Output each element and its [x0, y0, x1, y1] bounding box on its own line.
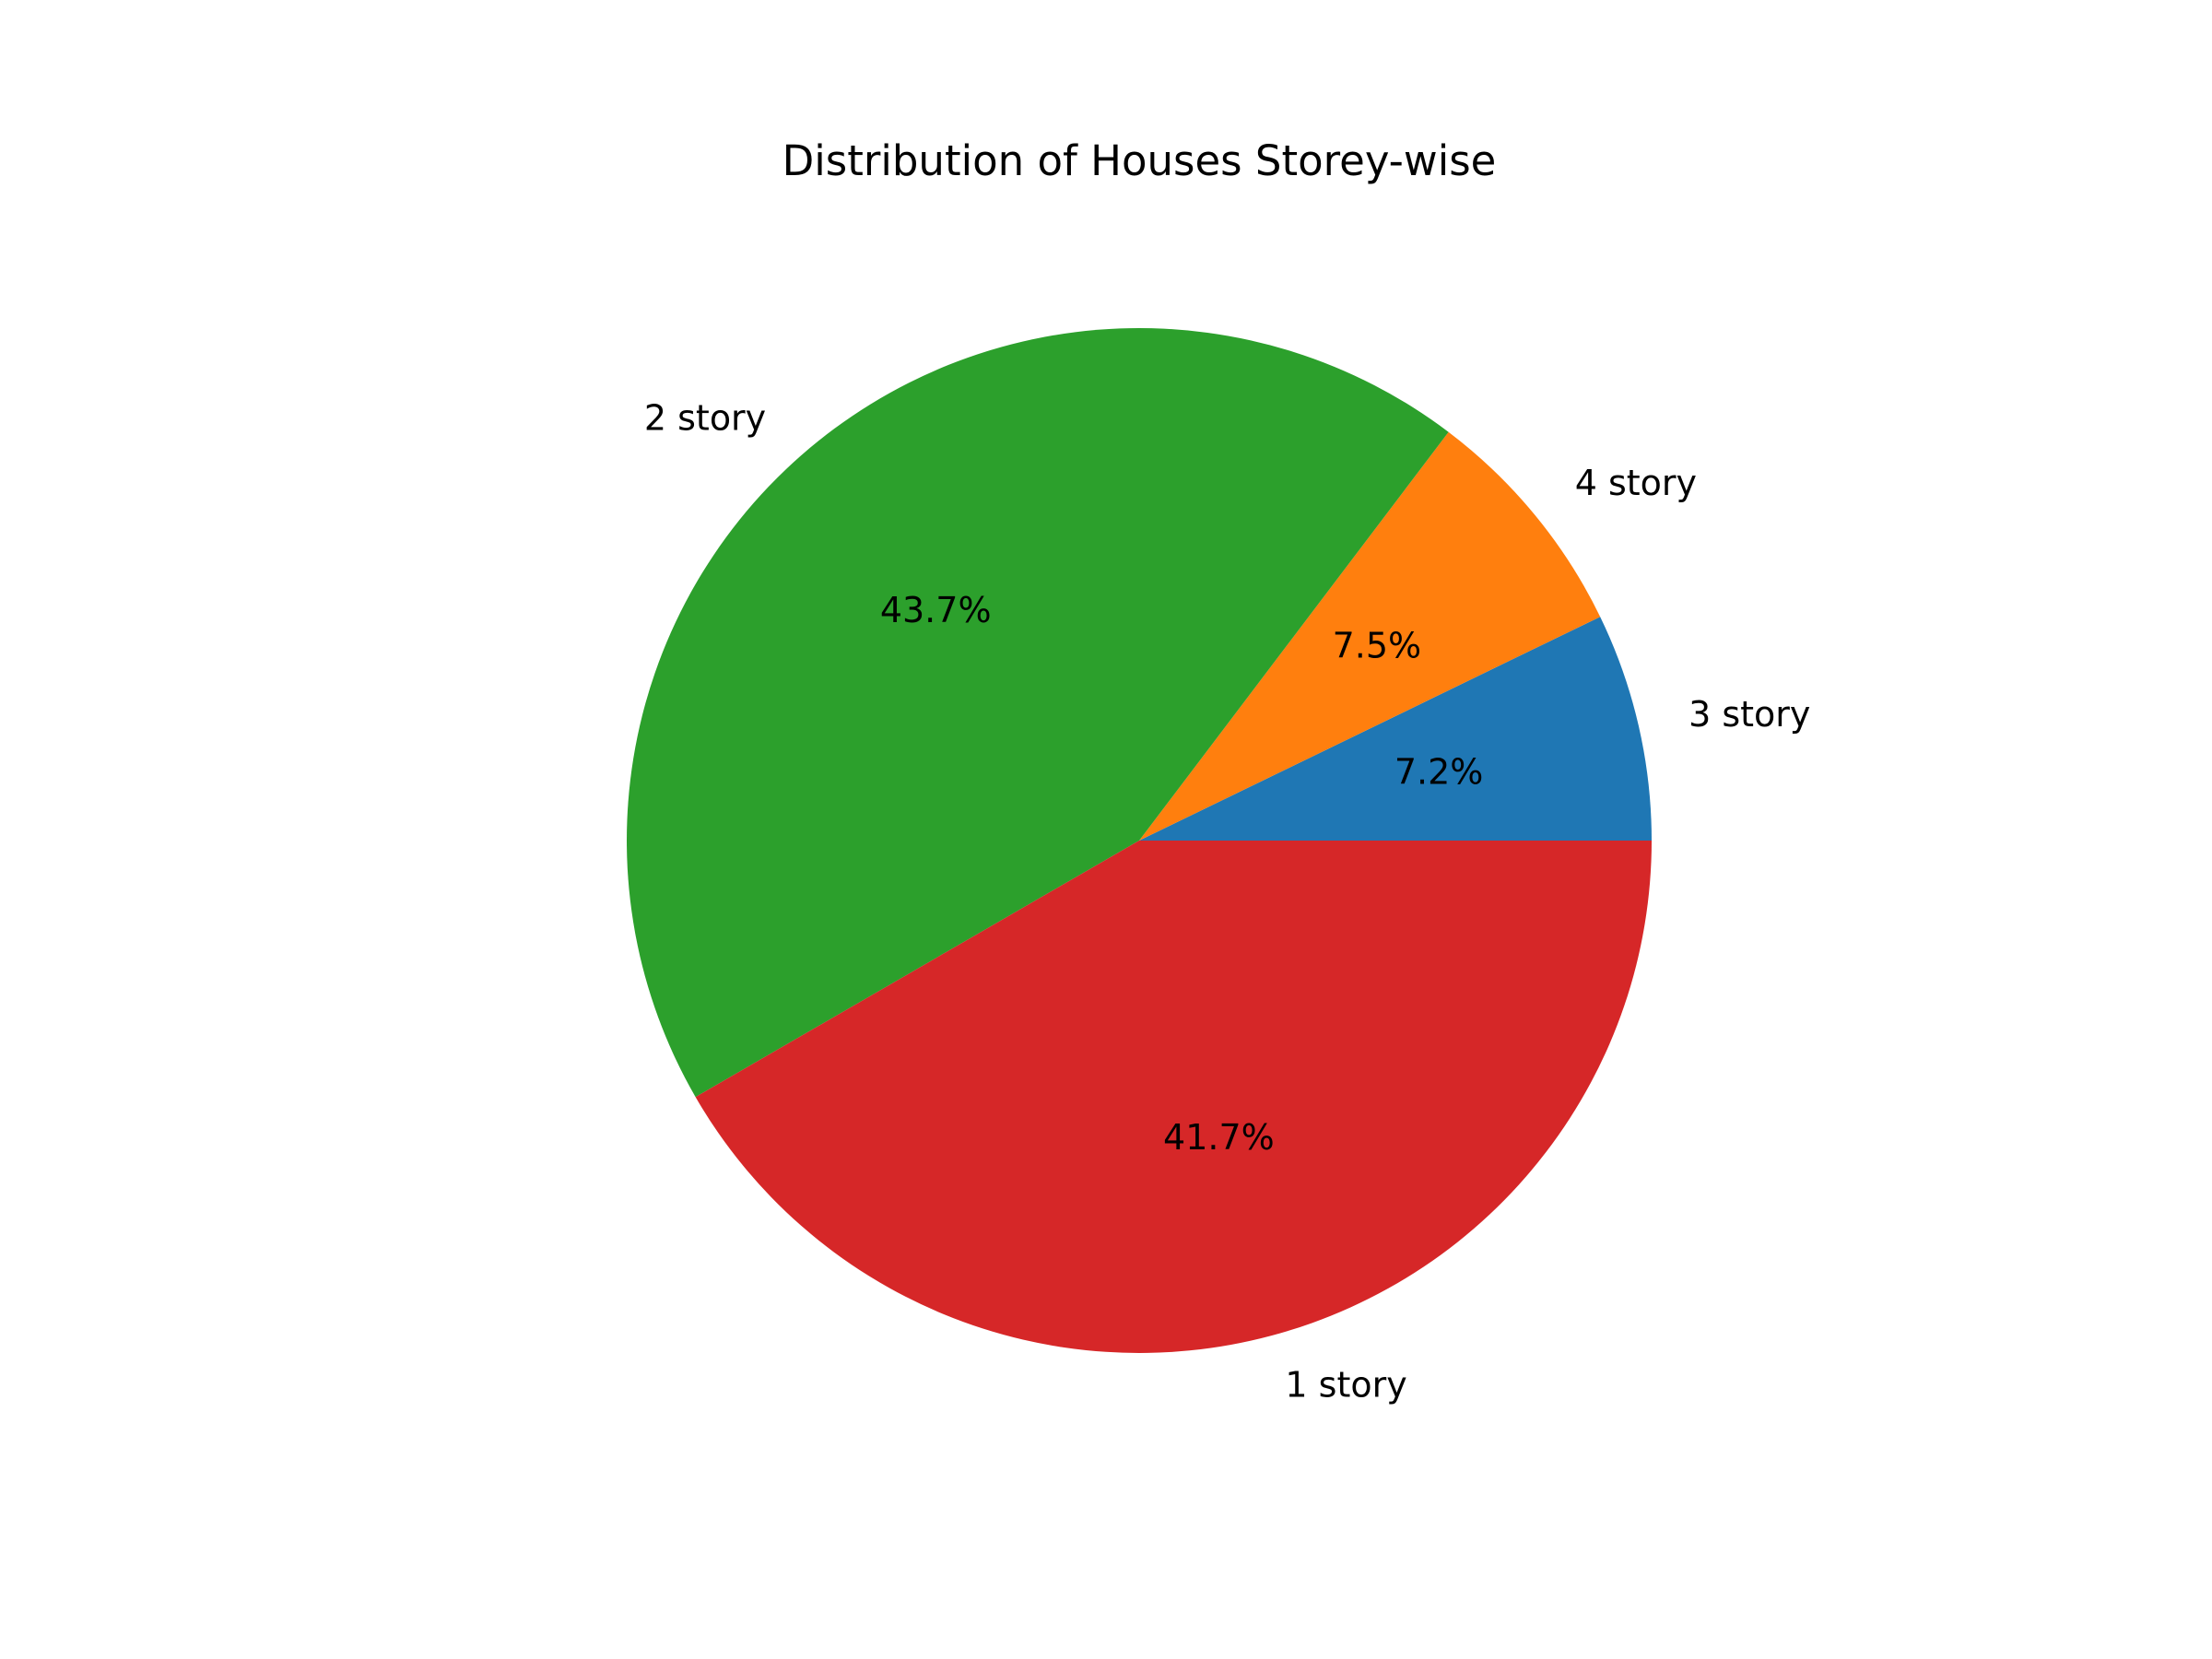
slice-percent-3-story: 7.2% [1394, 751, 1484, 792]
slice-label-3-story: 3 story [1688, 694, 1810, 735]
slice-percent-1-story: 41.7% [1163, 1117, 1275, 1158]
slice-percent-2-story: 43.7% [880, 590, 992, 630]
slice-percent-4-story: 7.5% [1333, 625, 1422, 665]
slice-label-4-story: 4 story [1575, 463, 1697, 503]
slice-label-2-story: 2 story [644, 398, 766, 439]
pie-slices [627, 328, 1652, 1353]
pie-slice-4-story [1139, 431, 1601, 841]
pie-slice-1-story [695, 841, 1652, 1353]
pie-slice-3-story [1139, 617, 1652, 841]
slice-label-1-story: 1 story [1285, 1365, 1406, 1406]
pie-labels: 3 story 7.2% 4 story 7.5% 2 story 43.7% 1 stor… [644, 398, 1811, 1406]
pie-slice-2-story [627, 328, 1449, 1098]
chart-title: Distribution of Houses Storey-wise [782, 136, 1497, 185]
